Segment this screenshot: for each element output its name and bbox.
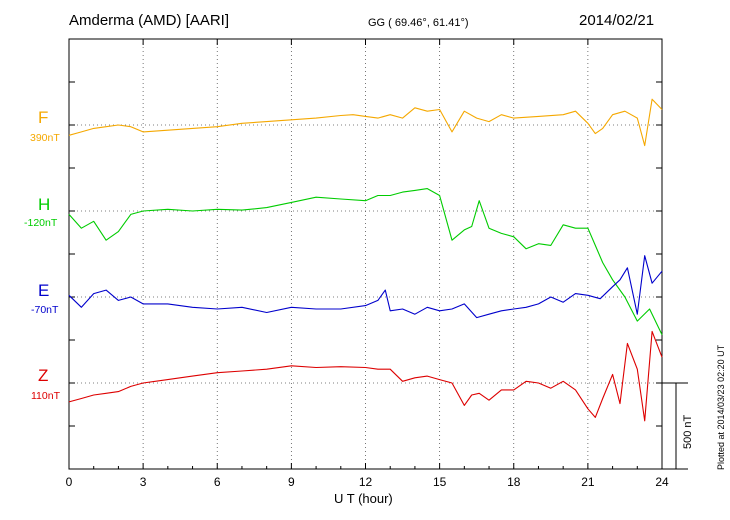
x-tick-label-12: 12 (358, 475, 373, 489)
baseline-label-h: -120nT (24, 217, 58, 229)
x-tick-label-6: 6 (213, 475, 221, 489)
baseline-label-f: 390nT (30, 132, 60, 144)
series-label-e: E (38, 281, 50, 300)
baseline-label-z: 110nT (31, 390, 60, 402)
series-label-z: Z (38, 366, 49, 385)
geo-coordinates: GG ( 69.46°, 61.41°) (368, 17, 469, 29)
x-tick-label-15: 15 (432, 475, 447, 489)
series-label-h: H (38, 195, 51, 214)
series-line-z (68, 330, 663, 422)
x-tick-label-0: 0 (65, 475, 73, 489)
plotted-timestamp: Plotted at 2014/03/23 02:20 UT (716, 344, 726, 470)
series-line-h (68, 188, 663, 336)
x-tick-label-21: 21 (581, 475, 595, 489)
x-tick-label-24: 24 (655, 475, 669, 489)
x-tick-label-9: 9 (288, 475, 295, 489)
series-label-f: F (38, 108, 49, 127)
series-line-e (68, 255, 663, 319)
x-axis-title: U T (hour) (334, 491, 393, 506)
station-title: Amderma (AMD) [AARI] (69, 12, 230, 29)
x-tick-label-18: 18 (507, 475, 521, 489)
series-lines (68, 98, 663, 422)
scale-bar-label: 500 nT (682, 414, 694, 449)
x-tick-label-3: 3 (139, 475, 147, 489)
series-line-f (68, 98, 663, 147)
date-label: 2014/02/21 (579, 12, 655, 29)
scale-bar (662, 382, 688, 470)
plot-grid (69, 39, 662, 469)
baseline-label-e: -70nT (31, 304, 59, 316)
